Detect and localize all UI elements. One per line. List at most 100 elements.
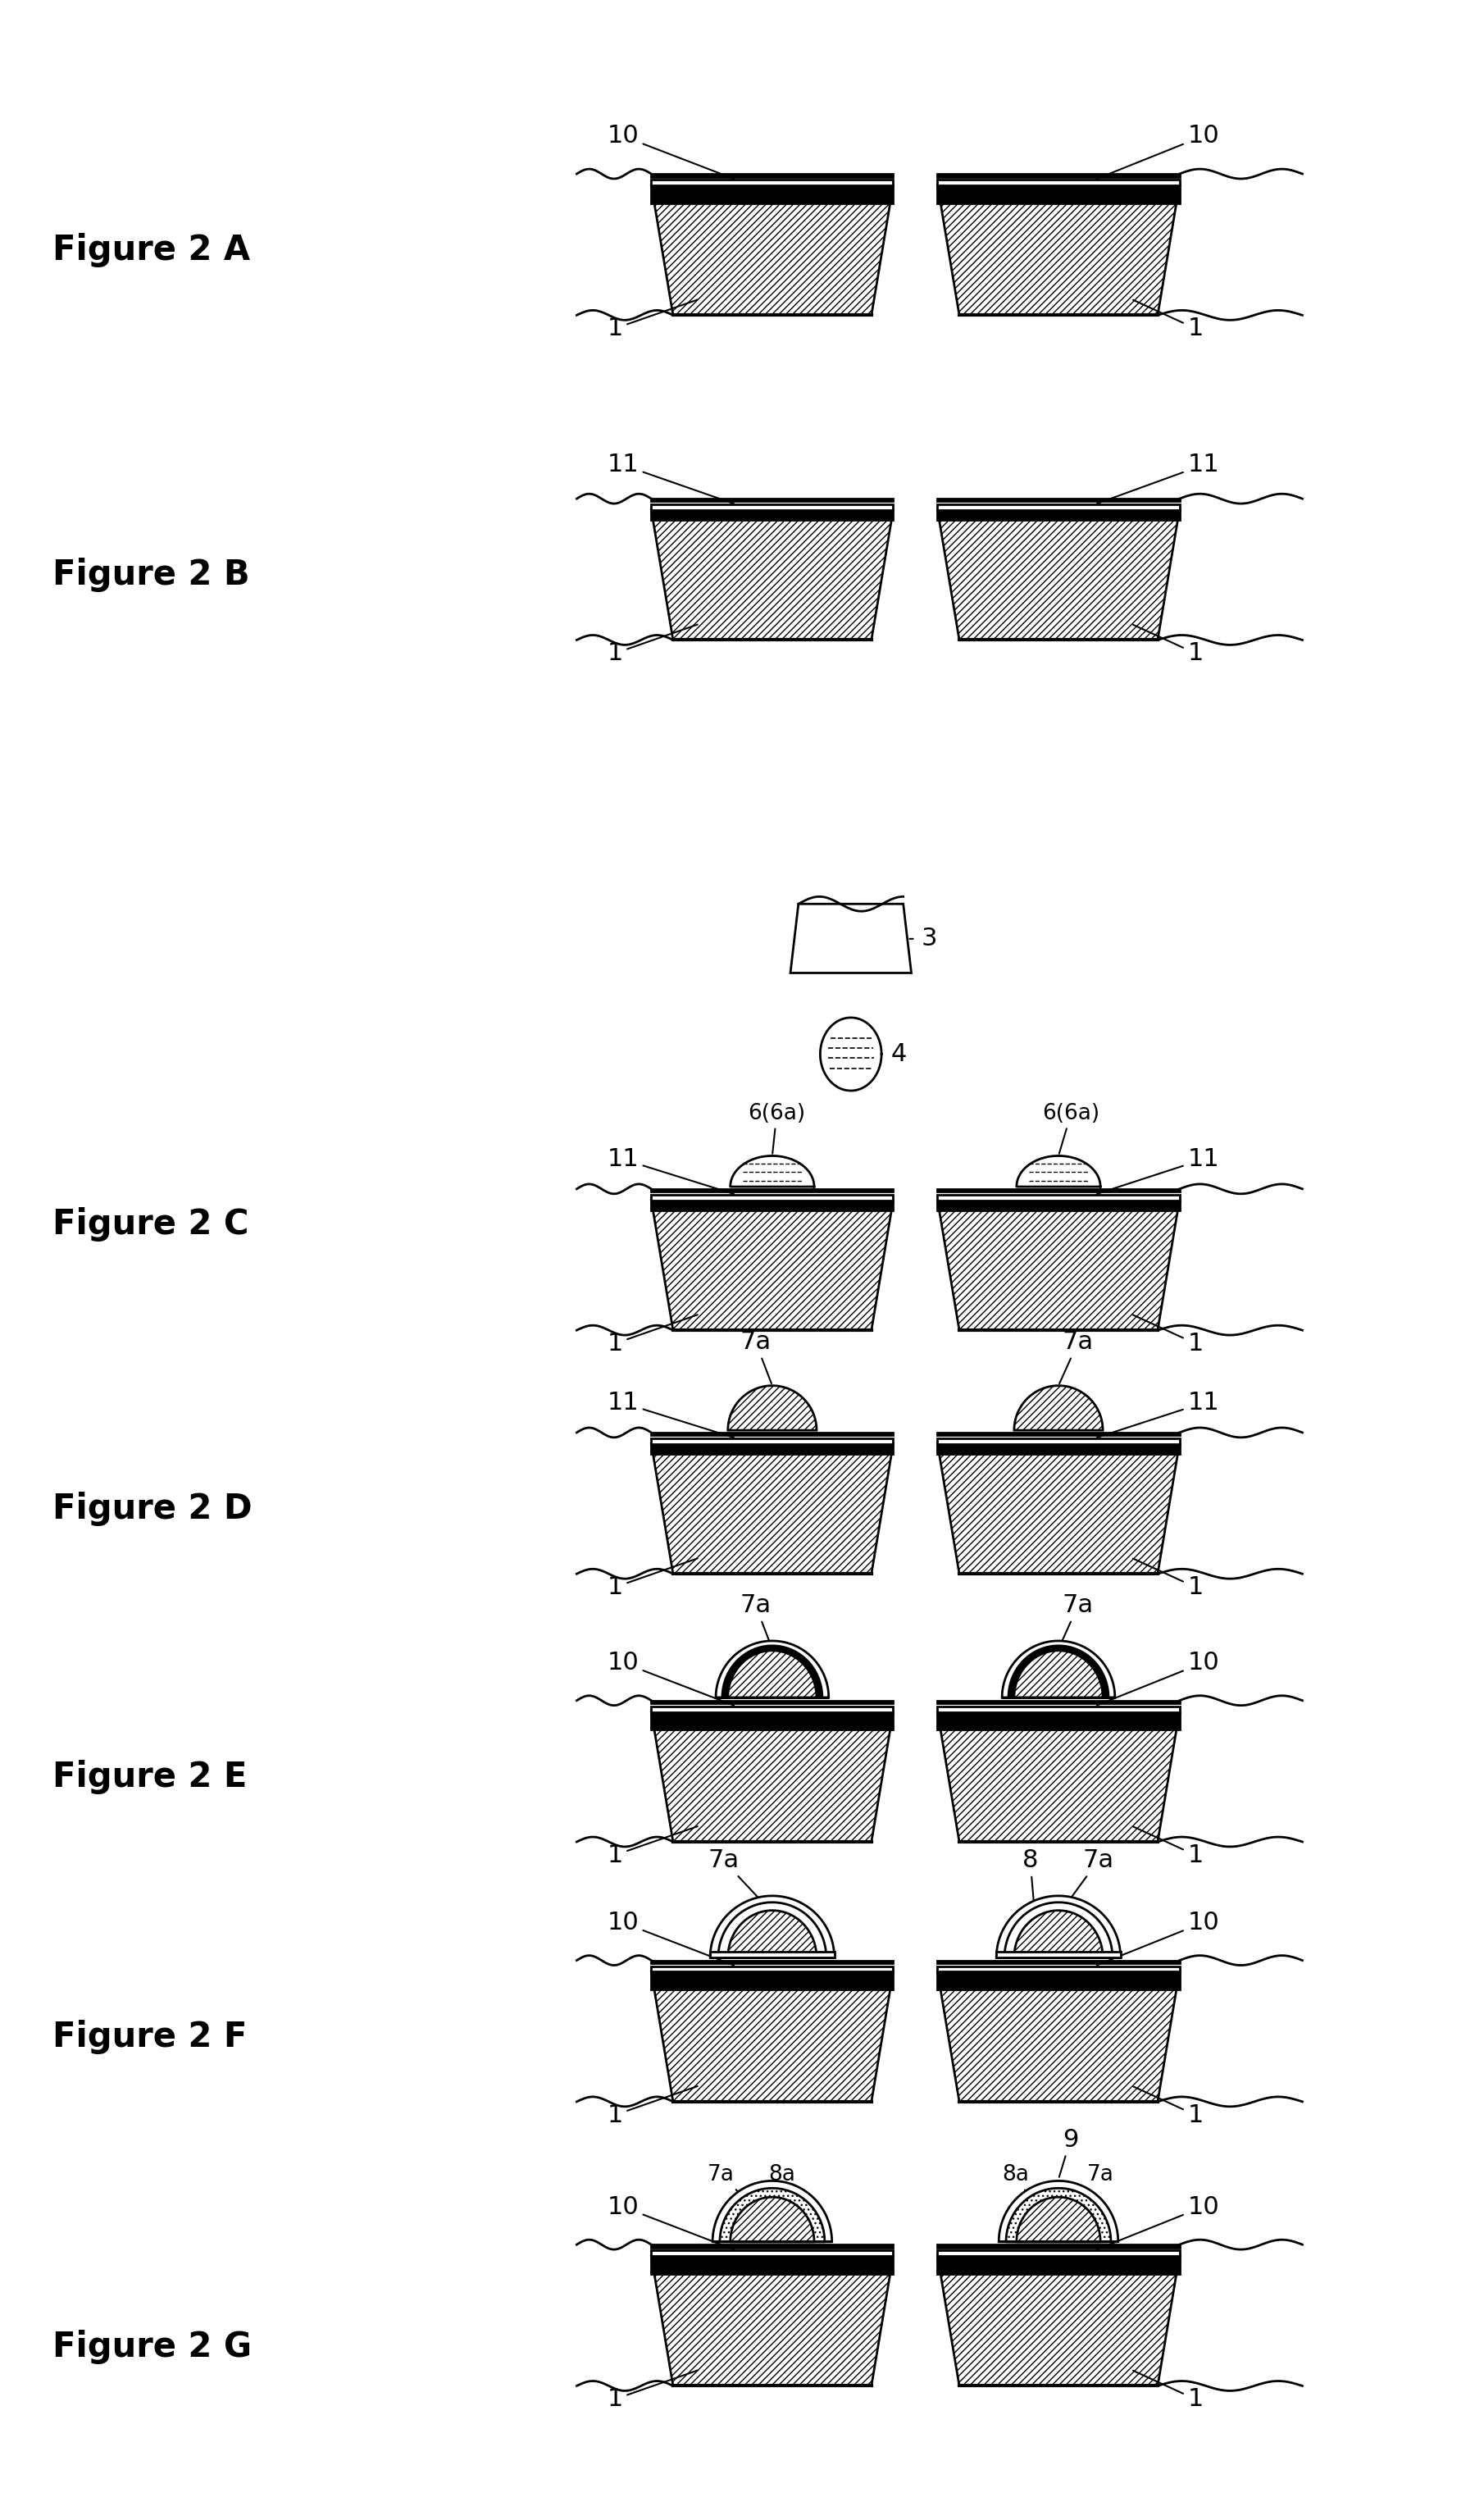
Text: 1: 1	[607, 2371, 697, 2412]
Text: 8a: 8a	[1002, 2165, 1034, 2205]
Bar	[938, 1444, 1180, 1454]
Bar	[938, 1439, 1180, 1444]
Text: 7a: 7a	[1060, 1331, 1094, 1383]
Polygon shape	[651, 186, 893, 315]
Text: 11: 11	[1097, 454, 1220, 504]
Text: 8: 8	[1022, 1850, 1039, 1905]
Polygon shape	[938, 1971, 1180, 2102]
Bar	[651, 2250, 893, 2255]
Bar	[938, 1194, 1180, 1200]
Bar	[938, 1966, 1180, 1971]
Polygon shape	[1017, 2197, 1101, 2243]
Bar	[651, 186, 893, 204]
Polygon shape	[1002, 1641, 1114, 1698]
Text: 7a: 7a	[1071, 2165, 1113, 2213]
Bar	[938, 1706, 1180, 1711]
Text: 10: 10	[607, 1910, 733, 1966]
Text: 1: 1	[607, 2087, 697, 2127]
Polygon shape	[727, 1910, 816, 1958]
Bar	[938, 2255, 1180, 2273]
Text: 7a: 7a	[708, 2165, 758, 2213]
Bar	[651, 1711, 893, 1729]
Polygon shape	[938, 1200, 1180, 1331]
Polygon shape	[723, 1646, 822, 1698]
Bar	[938, 2245, 1180, 2248]
Text: 11: 11	[1097, 1391, 1220, 1436]
Polygon shape	[711, 1895, 834, 1958]
Text: 1: 1	[1134, 2371, 1204, 2412]
Polygon shape	[938, 1444, 1180, 1575]
Text: 10: 10	[1097, 1651, 1220, 1706]
Text: Figure 2 A: Figure 2 A	[52, 232, 251, 267]
Bar	[651, 1200, 893, 1210]
Bar	[651, 174, 893, 176]
Polygon shape	[999, 2180, 1117, 2243]
Text: Figure 2 E: Figure 2 E	[52, 1759, 248, 1794]
Text: 11: 11	[607, 454, 733, 504]
Text: 7a: 7a	[741, 1331, 772, 1383]
Polygon shape	[1006, 2187, 1112, 2243]
Text: 10: 10	[1097, 1910, 1220, 1966]
Text: 10: 10	[607, 123, 733, 179]
Polygon shape	[730, 1157, 815, 1187]
Polygon shape	[1017, 1157, 1101, 1187]
Bar	[938, 174, 1180, 176]
Text: Figure 2 D: Figure 2 D	[52, 1492, 252, 1527]
Bar	[651, 1961, 893, 1963]
Text: 3: 3	[922, 927, 936, 950]
Polygon shape	[651, 2255, 893, 2386]
Text: 1: 1	[607, 300, 697, 340]
Text: 6(6a): 6(6a)	[748, 1104, 806, 1154]
Bar	[651, 2255, 893, 2273]
Text: 10: 10	[1097, 123, 1220, 179]
Text: Figure 2 G: Figure 2 G	[52, 2328, 252, 2364]
Text: 10: 10	[607, 1651, 733, 1706]
Text: 1: 1	[1134, 2087, 1204, 2127]
Polygon shape	[712, 2180, 833, 2243]
Polygon shape	[651, 1971, 893, 2102]
Text: 10: 10	[1097, 2195, 1220, 2250]
Polygon shape	[938, 509, 1180, 640]
Text: 11: 11	[607, 1147, 733, 1194]
Polygon shape	[730, 2197, 815, 2243]
Text: 1: 1	[607, 625, 697, 665]
Text: 7a: 7a	[1060, 1593, 1094, 1648]
Polygon shape	[1014, 1910, 1103, 1958]
Bar	[938, 1701, 1180, 1704]
Bar	[938, 504, 1180, 509]
Bar	[651, 1439, 893, 1444]
Polygon shape	[1014, 1651, 1103, 1698]
Text: 11: 11	[607, 1391, 733, 1436]
Text: 1: 1	[607, 1827, 697, 1867]
Bar	[651, 2245, 893, 2248]
Polygon shape	[727, 1386, 816, 1431]
Bar	[651, 179, 893, 186]
Text: 9: 9	[1060, 2127, 1079, 2177]
Text: Figure 2 C: Figure 2 C	[52, 1207, 249, 1242]
Text: 6(6a): 6(6a)	[1042, 1104, 1100, 1154]
Bar	[651, 504, 893, 509]
Polygon shape	[1014, 1386, 1103, 1431]
Polygon shape	[727, 1651, 816, 1698]
Polygon shape	[651, 1444, 893, 1575]
Text: Figure 2 F: Figure 2 F	[52, 2019, 248, 2054]
Bar	[938, 1961, 1180, 1963]
Polygon shape	[938, 186, 1180, 315]
Bar	[651, 1706, 893, 1711]
Text: 1: 1	[1134, 1315, 1204, 1356]
Text: 1: 1	[1134, 625, 1204, 665]
Polygon shape	[791, 905, 911, 973]
Bar	[651, 1194, 893, 1200]
Polygon shape	[1009, 1646, 1109, 1698]
Bar	[938, 509, 1180, 519]
Text: 1: 1	[607, 1315, 697, 1356]
Polygon shape	[718, 1903, 827, 1958]
Bar	[651, 1444, 893, 1454]
Text: 7a: 7a	[741, 1593, 772, 1648]
Bar	[651, 1966, 893, 1971]
Bar	[938, 1711, 1180, 1729]
Bar	[938, 179, 1180, 186]
Bar	[651, 1701, 893, 1704]
Bar	[938, 2250, 1180, 2255]
Polygon shape	[651, 1711, 893, 1842]
